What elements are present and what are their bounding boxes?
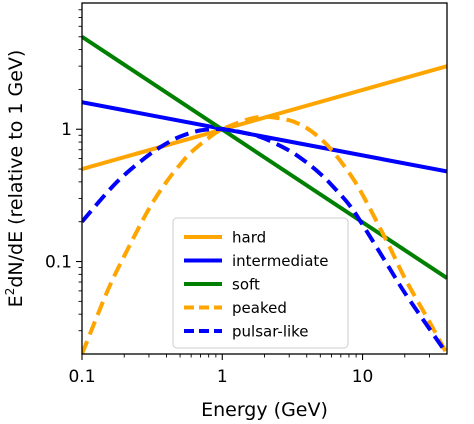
x-axis: 0.1 1 10 (68, 354, 430, 387)
y-axis-label: E2dN/dE (relative to 1 GeV) (3, 50, 27, 308)
legend-label-pulsar-like: pulsar-like (232, 323, 309, 341)
legend-label-intermediate: intermediate (232, 252, 329, 270)
legend-label-hard: hard (232, 229, 266, 247)
y-tick-label: 1 (61, 120, 72, 140)
series-line-pulsar-like (82, 127, 447, 354)
series-line-hard (82, 64, 447, 171)
y-axis: 0.11 (45, 9, 82, 332)
x-tick-label: 0.1 (68, 367, 95, 387)
x-axis-label: Energy (GeV) (201, 399, 328, 421)
y-tick-label: 0.1 (45, 253, 72, 273)
legend-label-soft: soft (232, 276, 260, 294)
x-tick-label: 1 (217, 367, 228, 387)
legend-label-peaked: peaked (232, 299, 287, 317)
legend: hard intermediate soft peaked pulsar-like (172, 217, 349, 349)
x-tick-label: 10 (352, 367, 374, 387)
legend-frame (172, 217, 349, 349)
series-layer (82, 35, 447, 354)
